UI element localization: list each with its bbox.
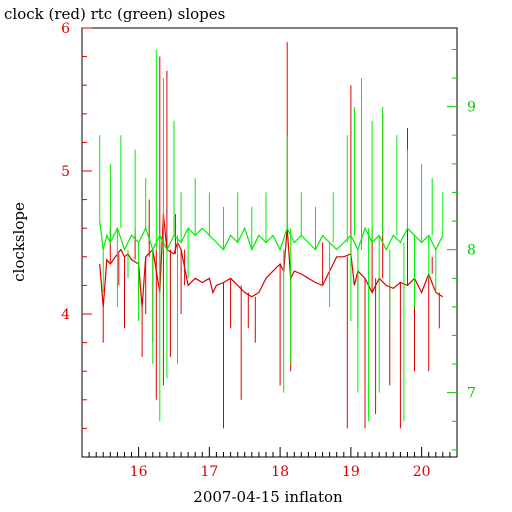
y-axis-label: clockslope <box>10 202 28 282</box>
x-tick-label: 17 <box>200 464 218 480</box>
rtc-series-line <box>99 221 444 252</box>
y-tick-label: 5 <box>61 164 70 180</box>
y-tick-label: 4 <box>61 307 70 323</box>
y2-tick-label: 7 <box>467 386 476 402</box>
y2-tick-label: 8 <box>467 243 476 259</box>
y2-tick-label: 9 <box>467 100 476 116</box>
y-tick-label: 6 <box>61 21 70 37</box>
ticks-layer: 16 17 18 19 20 4 5 6 7 8 9 <box>61 21 476 480</box>
x-tick-label: 20 <box>413 464 431 480</box>
x-axis-label: 2007-04-15 inflaton <box>193 488 343 506</box>
x-tick-label: 18 <box>271 464 289 480</box>
clock-series-line <box>99 213 444 307</box>
series-layer <box>99 42 444 429</box>
x-tick-label: 16 <box>130 464 148 480</box>
x-tick-label: 19 <box>342 464 360 480</box>
chart-title: clock (red) rtc (green) slopes <box>4 5 225 23</box>
plot-frame <box>81 27 458 458</box>
